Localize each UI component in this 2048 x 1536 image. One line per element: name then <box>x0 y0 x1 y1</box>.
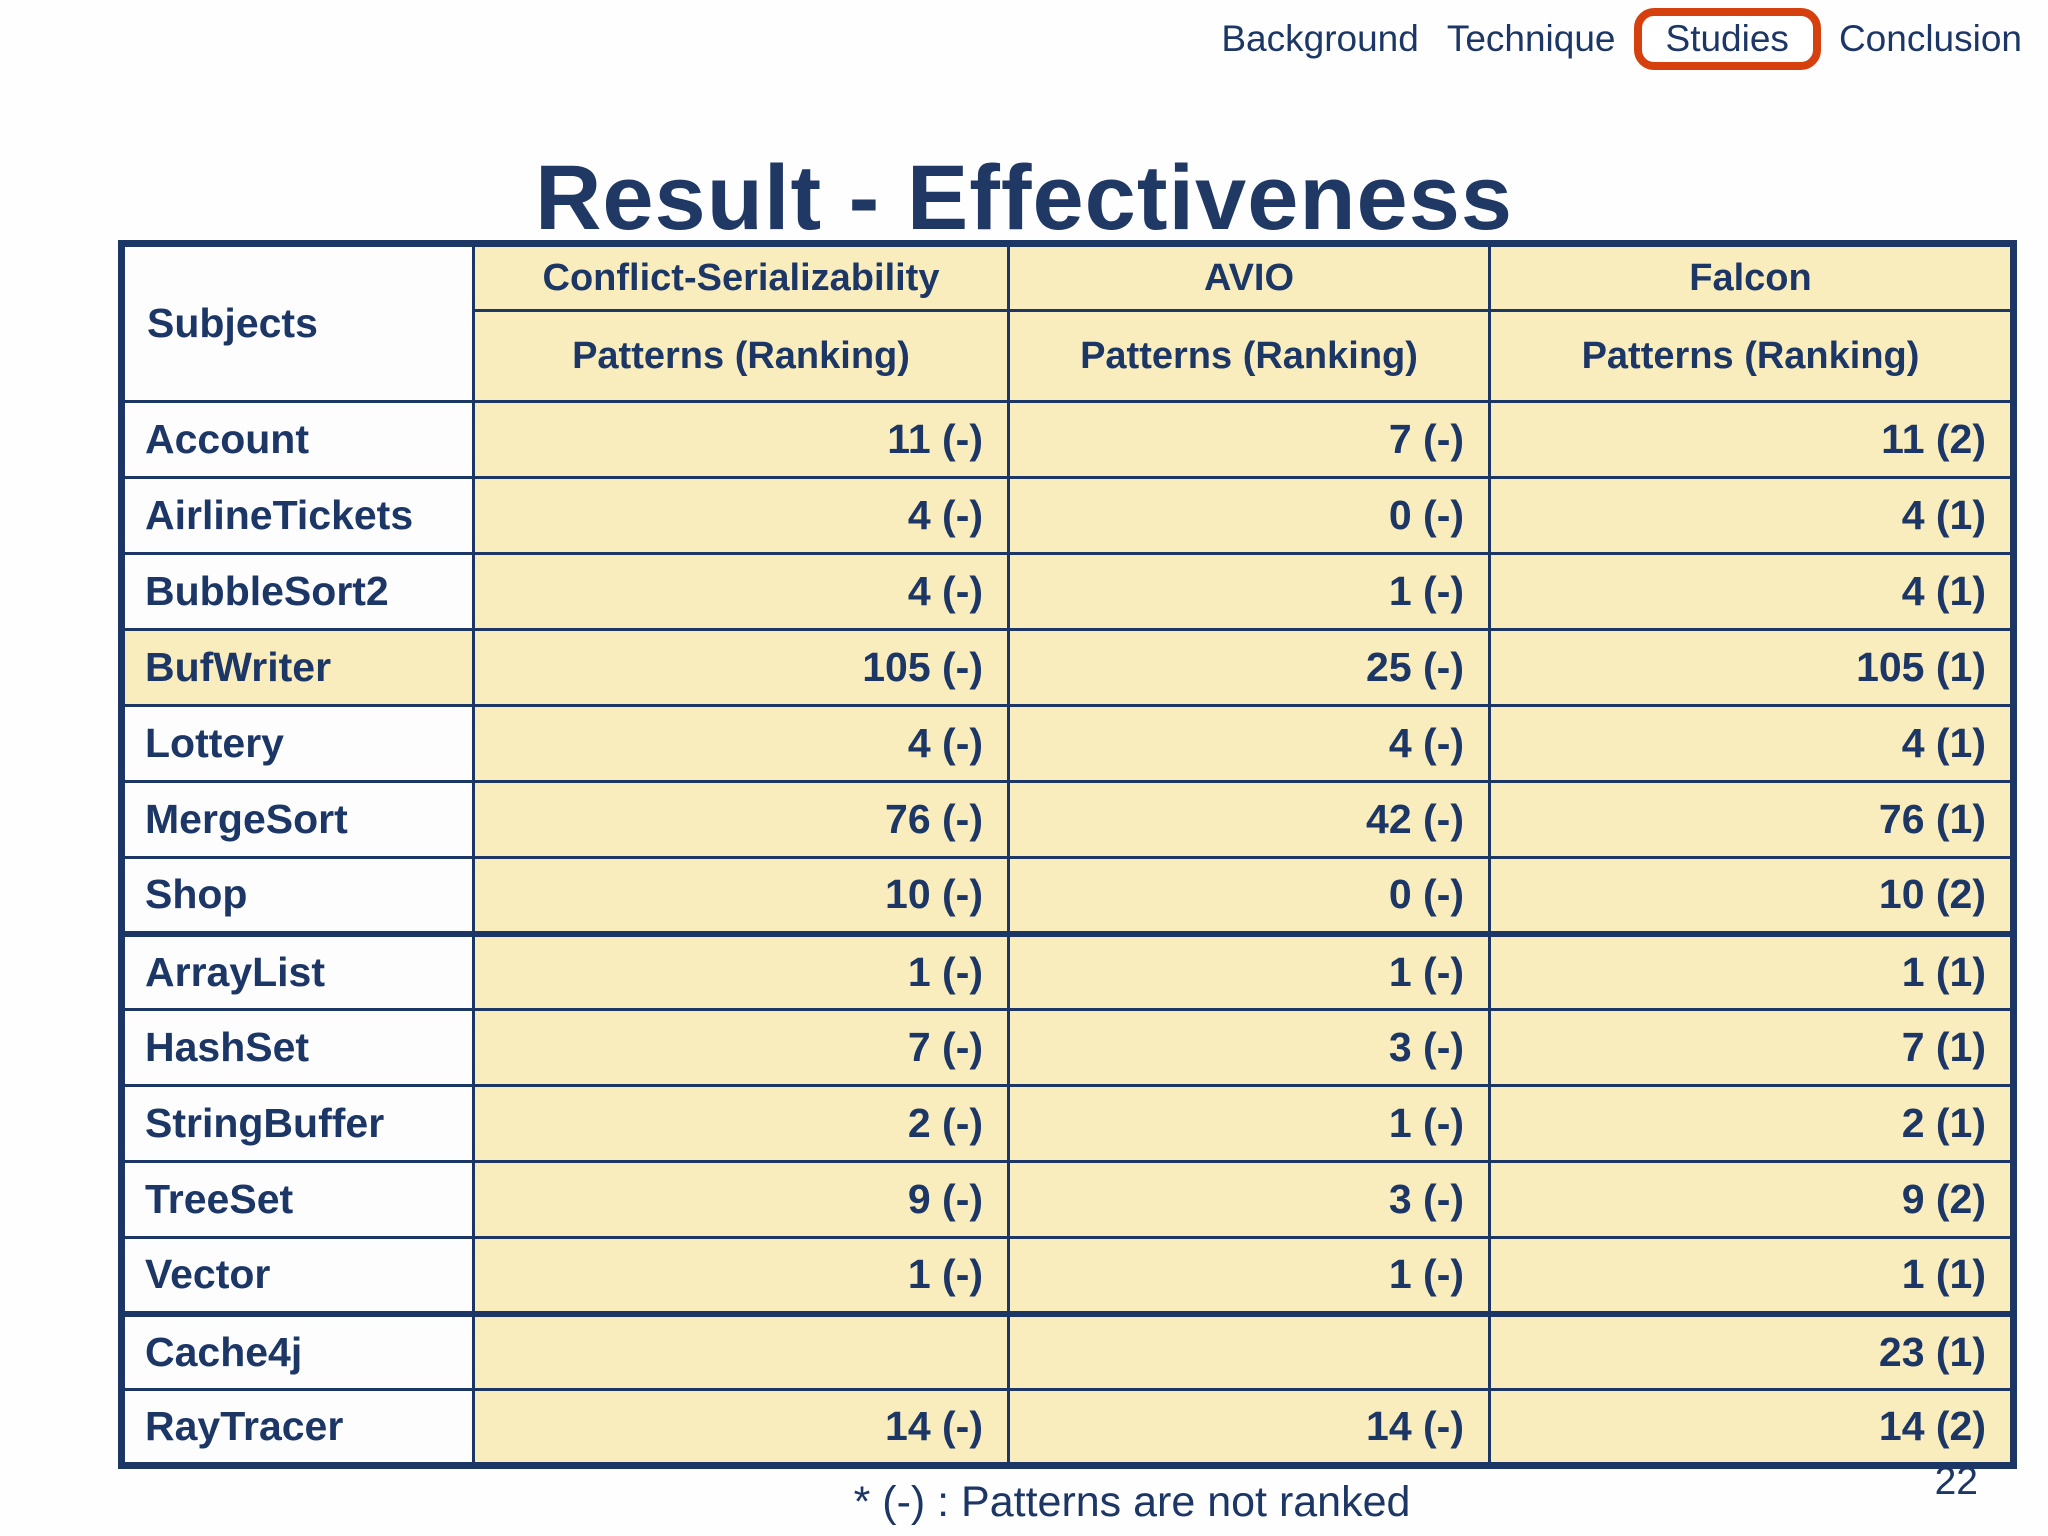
patterns-cell-cs: 4 (-) <box>472 476 1010 555</box>
nav-item-studies[interactable]: Studies <box>1633 8 1821 70</box>
subject-cell: RayTracer <box>120 1388 475 1467</box>
subject-cell: ArrayList <box>120 930 475 1011</box>
nav-item-background[interactable]: Background <box>1221 18 1419 59</box>
table-row: Vector 1 (-) 1 (-) 1 (1) <box>120 1236 2015 1315</box>
results-table: Subjects Conflict-Serializability AVIO F… <box>118 240 2017 1469</box>
table-row: Shop 10 (-) 0 (-) 10 (2) <box>120 856 2015 935</box>
subjects-header: Subjects <box>120 242 475 403</box>
patterns-cell-cs: 2 (-) <box>472 1084 1010 1163</box>
patterns-cell-falcon: 4 (1) <box>1488 476 2015 555</box>
table-header-row-groups: Subjects Conflict-Serializability AVIO F… <box>120 242 2015 403</box>
patterns-cell-avio: 3 (-) <box>1007 1160 1491 1239</box>
slide-nav: Background Technique Studies Conclusion <box>1207 8 2036 70</box>
patterns-cell-falcon: 1 (1) <box>1488 930 2015 1011</box>
subject-cell: HashSet <box>120 1008 475 1087</box>
column-header-falcon: Falcon <box>1488 242 2015 312</box>
patterns-cell-cs: 9 (-) <box>472 1160 1010 1239</box>
patterns-cell-cs: 76 (-) <box>472 780 1010 859</box>
patterns-cell-falcon: 4 (1) <box>1488 704 2015 783</box>
patterns-cell-avio: 1 (-) <box>1007 1236 1491 1315</box>
subheader-avio-patterns-ranking: Patterns (Ranking) <box>1007 309 1491 403</box>
subject-cell: Vector <box>120 1236 475 1315</box>
patterns-cell-avio: 0 (-) <box>1007 856 1491 935</box>
patterns-cell-avio: 1 (-) <box>1007 1084 1491 1163</box>
table-row-highlighted: BufWriter 105 (-) 25 (-) 105 (1) <box>120 628 2015 707</box>
patterns-cell-falcon: 76 (1) <box>1488 780 2015 859</box>
patterns-cell-cs: 10 (-) <box>472 856 1010 935</box>
footnote: * (-) : Patterns are not ranked <box>853 1478 1411 1526</box>
patterns-cell-cs: 105 (-) <box>472 628 1010 707</box>
patterns-cell-cs: 7 (-) <box>472 1008 1010 1087</box>
patterns-cell-falcon: 2 (1) <box>1488 1084 2015 1163</box>
table-row: TreeSet 9 (-) 3 (-) 9 (2) <box>120 1160 2015 1239</box>
patterns-cell-falcon: 9 (2) <box>1488 1160 2015 1239</box>
patterns-cell-falcon: 14 (2) <box>1488 1388 2015 1467</box>
patterns-cell-avio <box>1007 1310 1491 1391</box>
table-row: HashSet 7 (-) 3 (-) 7 (1) <box>120 1008 2015 1087</box>
patterns-cell-avio: 25 (-) <box>1007 628 1491 707</box>
subject-cell: Cache4j <box>120 1310 475 1391</box>
subject-cell: Lottery <box>120 704 475 783</box>
nav-item-conclusion[interactable]: Conclusion <box>1838 18 2022 59</box>
patterns-cell-avio: 1 (-) <box>1007 930 1491 1011</box>
subject-cell: TreeSet <box>120 1160 475 1239</box>
table-row: StringBuffer 2 (-) 1 (-) 2 (1) <box>120 1084 2015 1163</box>
subject-cell: AirlineTickets <box>120 476 475 555</box>
patterns-cell-cs: 14 (-) <box>472 1388 1010 1467</box>
patterns-cell-avio: 0 (-) <box>1007 476 1491 555</box>
table-row: Cache4j 23 (1) <box>120 1310 2015 1391</box>
patterns-cell-cs: 1 (-) <box>472 1236 1010 1315</box>
subject-cell: Account <box>120 400 475 479</box>
patterns-cell-avio: 1 (-) <box>1007 552 1491 631</box>
subject-cell: StringBuffer <box>120 1084 475 1163</box>
patterns-cell-falcon: 7 (1) <box>1488 1008 2015 1087</box>
patterns-cell-falcon: 23 (1) <box>1488 1310 2015 1391</box>
page-number: 22 <box>1934 1460 1978 1503</box>
column-header-conflict-serializability: Conflict-Serializability <box>472 242 1010 312</box>
patterns-cell-falcon: 4 (1) <box>1488 552 2015 631</box>
patterns-cell-avio: 42 (-) <box>1007 780 1491 859</box>
nav-item-technique[interactable]: Technique <box>1446 18 1616 59</box>
subheader-falcon-patterns-ranking: Patterns (Ranking) <box>1488 309 2015 403</box>
subject-cell: BufWriter <box>120 628 475 707</box>
patterns-cell-cs: 1 (-) <box>472 930 1010 1011</box>
table-row: Account 11 (-) 7 (-) 11 (2) <box>120 400 2015 479</box>
column-header-avio: AVIO <box>1007 242 1491 312</box>
page-title: Result - Effectiveness <box>534 146 1514 249</box>
patterns-cell-cs: 11 (-) <box>472 400 1010 479</box>
subject-cell: BubbleSort2 <box>120 552 475 631</box>
patterns-cell-avio: 4 (-) <box>1007 704 1491 783</box>
patterns-cell-cs: 4 (-) <box>472 552 1010 631</box>
patterns-cell-falcon: 105 (1) <box>1488 628 2015 707</box>
subheader-cs-patterns-ranking: Patterns (Ranking) <box>472 309 1010 403</box>
patterns-cell-avio: 14 (-) <box>1007 1388 1491 1467</box>
table-row: BubbleSort2 4 (-) 1 (-) 4 (1) <box>120 552 2015 631</box>
subject-cell: Shop <box>120 856 475 935</box>
patterns-cell-avio: 3 (-) <box>1007 1008 1491 1087</box>
table-row: MergeSort 76 (-) 42 (-) 76 (1) <box>120 780 2015 859</box>
table-header-row-subheaders: Patterns (Ranking) Patterns (Ranking) Pa… <box>122 309 2015 403</box>
table-row: AirlineTickets 4 (-) 0 (-) 4 (1) <box>120 476 2015 555</box>
patterns-cell-falcon: 11 (2) <box>1488 400 2015 479</box>
patterns-cell-falcon: 1 (1) <box>1488 1236 2015 1315</box>
patterns-cell-avio: 7 (-) <box>1007 400 1491 479</box>
subject-cell: MergeSort <box>120 780 475 859</box>
patterns-cell-falcon: 10 (2) <box>1488 856 2015 935</box>
patterns-cell-cs <box>472 1310 1010 1391</box>
patterns-cell-cs: 4 (-) <box>472 704 1010 783</box>
table-row: RayTracer 14 (-) 14 (-) 14 (2) <box>120 1388 2015 1467</box>
table-row: ArrayList 1 (-) 1 (-) 1 (1) <box>120 930 2015 1011</box>
table-row: Lottery 4 (-) 4 (-) 4 (1) <box>120 704 2015 783</box>
